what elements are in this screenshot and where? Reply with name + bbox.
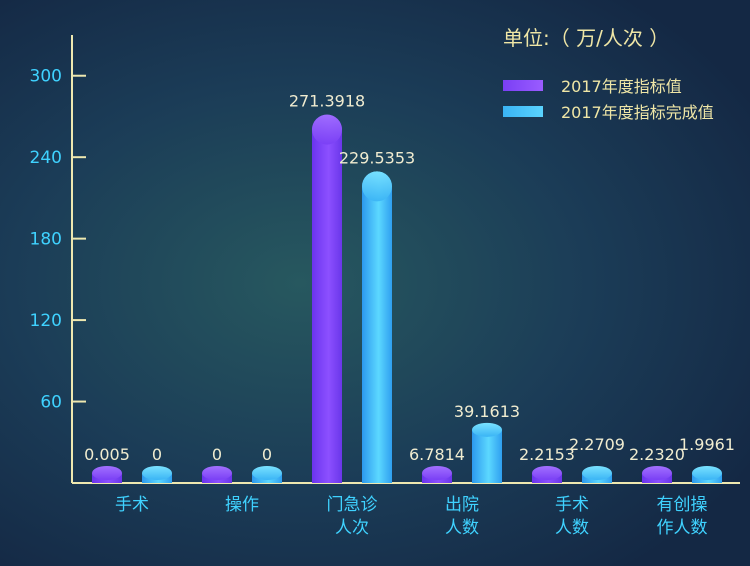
bar-series-2-0[interactable] xyxy=(142,466,172,483)
legend-swatch-series-1 xyxy=(503,79,543,91)
category-label-2: 人次 xyxy=(335,518,369,538)
data-label-series-1-1: 0 xyxy=(212,445,222,464)
data-label-series-2-3: 39.1613 xyxy=(454,402,520,421)
category-label-3: 出院 xyxy=(445,495,479,515)
y-tick-label: 60 xyxy=(40,393,62,413)
legend-item-series-1[interactable]: 2017年度指标值 xyxy=(503,72,714,98)
y-tick-label: 240 xyxy=(30,148,62,168)
category-label-0: 手术 xyxy=(115,495,149,515)
category-label-1: 操作 xyxy=(225,495,259,515)
data-label-series-2-0: 0 xyxy=(152,445,162,464)
legend-item-series-2[interactable]: 2017年度指标完成值 xyxy=(503,98,714,124)
data-label-series-2-4: 2.2709 xyxy=(569,435,625,454)
category-label-2: 门急诊 xyxy=(327,495,378,515)
category-label-4: 人数 xyxy=(555,518,589,538)
y-tick-label: 300 xyxy=(30,67,62,87)
axes: 60 120 180 240 300 xyxy=(30,35,740,484)
bar-series-2-3[interactable] xyxy=(472,422,502,483)
data-label-series-1-2: 271.3918 xyxy=(289,92,365,111)
bar-series-2-4[interactable] xyxy=(582,466,612,483)
data-label-series-1-0: 0.005 xyxy=(84,445,130,464)
bar-series-1-0[interactable] xyxy=(92,466,122,483)
category-label-3: 人数 xyxy=(445,518,479,538)
data-label-series-1-5: 2.2320 xyxy=(629,445,685,464)
data-label-series-2-5: 1.9961 xyxy=(679,435,735,454)
bars xyxy=(92,114,722,484)
legend-label-series-1: 2017年度指标值 xyxy=(561,77,682,96)
data-label-series-2-2: 229.5353 xyxy=(339,148,415,167)
legend-swatch-series-2 xyxy=(503,105,543,117)
y-tick-label: 180 xyxy=(30,230,62,250)
bar-series-1-2[interactable] xyxy=(312,114,342,483)
category-label-5: 作人数 xyxy=(657,518,708,538)
bar-series-2-1[interactable] xyxy=(252,466,282,483)
bar-series-1-5[interactable] xyxy=(642,466,672,483)
bar-series-1-3[interactable] xyxy=(422,466,452,483)
category-label-5: 有创操 xyxy=(657,495,708,515)
bar-series-1-4[interactable] xyxy=(532,466,562,483)
unit-label: 单位:（ 万/人次 ） xyxy=(503,26,670,50)
category-label-4: 手术 xyxy=(555,495,589,515)
bar-series-2-2[interactable] xyxy=(362,171,392,484)
legend: 2017年度指标值 2017年度指标完成值 xyxy=(503,72,714,124)
data-label-series-1-3: 6.7814 xyxy=(409,445,465,464)
bar-series-2-5[interactable] xyxy=(692,466,722,483)
y-tick-label: 120 xyxy=(30,311,62,331)
bar-series-1-1[interactable] xyxy=(202,466,232,483)
data-label-series-1-4: 2.2153 xyxy=(519,445,575,464)
data-label-series-2-1: 0 xyxy=(262,445,272,464)
legend-label-series-2: 2017年度指标完成值 xyxy=(561,103,714,122)
